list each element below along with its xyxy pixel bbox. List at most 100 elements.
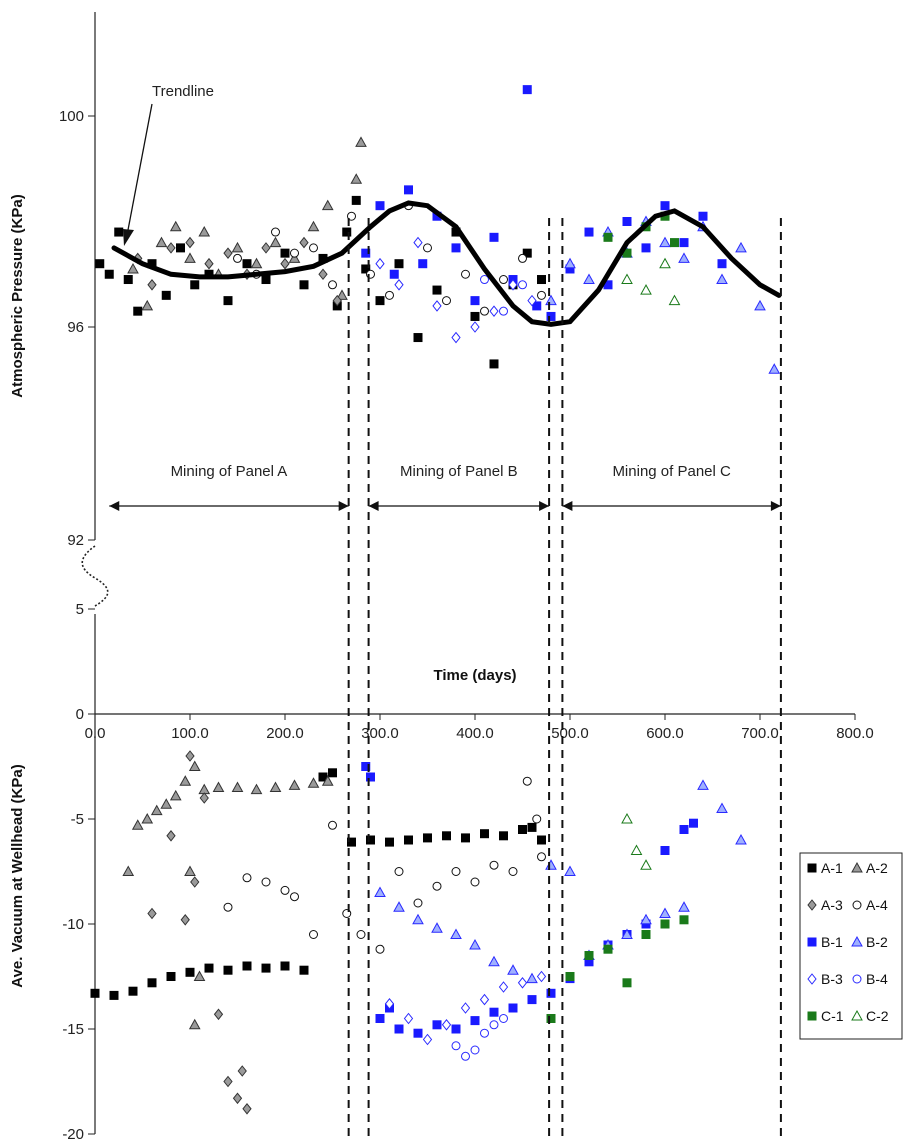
point-top-c-1 <box>670 238 679 248</box>
legend-item-a-1: A-1 <box>807 860 843 876</box>
point-bottom-a-4 <box>280 885 290 895</box>
x-tick: 600.0 <box>646 714 684 742</box>
point-bottom-a-2 <box>231 781 244 792</box>
legend-label: C-2 <box>866 1008 889 1024</box>
point-bottom-c-2 <box>621 812 633 824</box>
point-bottom-a-4 <box>242 873 252 883</box>
point-bottom-b-2 <box>393 901 405 912</box>
x-tick: 300.0 <box>361 714 399 742</box>
svg-text:400.0: 400.0 <box>456 725 494 742</box>
point-bottom-b-3 <box>460 1002 471 1014</box>
point-bottom-b-1 <box>546 988 556 998</box>
point-bottom-a-1 <box>261 963 271 973</box>
point-bottom-a-1 <box>385 837 394 847</box>
point-top-b-3 <box>375 257 385 270</box>
legend-item-b-3: B-3 <box>807 971 843 987</box>
point-bottom-a-1 <box>423 833 432 843</box>
point-bottom-b-2 <box>450 928 462 939</box>
point-bottom-b-2 <box>640 913 652 925</box>
point-top-a-1 <box>351 195 361 205</box>
x-ticks: 0.0 100.0 200.0 300.0 400.0 500.0 600.0 700.0 80… <box>85 714 874 742</box>
point-top-a-1 <box>176 243 185 253</box>
svg-text:800.0: 800.0 <box>836 725 874 742</box>
point-bottom-b-3 <box>403 1012 414 1025</box>
bottom-y-axis-title: Ave. Vacuum at Wellhead (KPa) <box>9 764 26 987</box>
point-top-a-2 <box>321 199 334 211</box>
legend-marker-a-4 <box>852 900 862 910</box>
point-bottom-a-4 <box>328 820 337 830</box>
bottom-y-ticks: 5 0 -5 -10 -15 -20 <box>62 601 95 1143</box>
top-y-tick-96: 96 <box>67 319 95 336</box>
point-bottom-a-2 <box>160 798 173 809</box>
point-top-a-3 <box>261 242 271 254</box>
point-bottom-b-3 <box>422 1033 433 1046</box>
point-top-b-4 <box>499 306 508 316</box>
point-bottom-a-4 <box>470 877 480 887</box>
svg-text:200.0: 200.0 <box>266 725 304 742</box>
x-tick: 400.0 <box>456 714 494 742</box>
bottom-y-tick: -10 <box>62 916 95 933</box>
point-top-b-1 <box>451 243 461 253</box>
point-bottom-a-2 <box>131 819 144 830</box>
point-top-a-3 <box>280 257 290 270</box>
legend-label: A-1 <box>821 860 843 876</box>
x-tick: 0.0 <box>85 714 105 742</box>
bottom-y-tick: 5 <box>76 601 95 618</box>
point-bottom-c-1 <box>565 972 575 981</box>
svg-text:300.0: 300.0 <box>361 725 399 742</box>
point-top-b-2 <box>583 273 595 285</box>
point-top-a-1 <box>489 359 499 369</box>
point-bottom-a-1 <box>223 965 233 975</box>
point-bottom-b-2 <box>412 913 424 925</box>
point-bottom-b-1 <box>432 1020 442 1030</box>
point-top-c-2 <box>668 294 681 306</box>
point-bottom-b-2 <box>469 938 481 950</box>
point-top-a-1 <box>361 264 371 274</box>
point-top-a-2 <box>336 289 348 300</box>
legend-marker-a-1 <box>807 863 817 873</box>
point-top-b-2 <box>678 252 690 263</box>
point-top-b-3 <box>527 294 537 307</box>
point-top-a-4 <box>290 248 299 258</box>
point-bottom-a-4 <box>223 902 233 912</box>
point-bottom-b-3 <box>517 976 528 989</box>
point-bottom-a-3 <box>147 907 157 920</box>
point-bottom-b-1 <box>489 1007 499 1017</box>
legend-marker-a-3 <box>807 899 817 911</box>
point-bottom-b-1 <box>689 818 698 828</box>
point-bottom-c-2 <box>640 859 652 870</box>
point-bottom-a-2 <box>179 775 192 786</box>
point-top-a-1 <box>375 296 385 306</box>
period-arrowhead-left <box>109 501 120 511</box>
point-bottom-a-1 <box>299 965 309 975</box>
top-y-tick-92: 92 <box>67 532 95 549</box>
point-bottom-a-1 <box>109 990 119 1000</box>
point-bottom-b-3 <box>441 1018 452 1031</box>
point-bottom-b-3 <box>498 981 509 993</box>
legend-marker-c-2 <box>851 1009 863 1021</box>
point-bottom-a-1 <box>185 967 195 977</box>
legend-item-b-4: B-4 <box>852 971 888 987</box>
bottom-chart: Ave. Vacuum at Wellhead (KPa) Time (days… <box>9 601 874 1143</box>
point-top-b-3 <box>394 278 404 291</box>
point-top-a-1 <box>114 227 124 237</box>
point-top-b-2 <box>716 273 728 285</box>
period-label: Mining of Panel B <box>400 463 518 480</box>
point-bottom-a-4 <box>508 867 518 876</box>
point-top-b-1 <box>698 211 708 221</box>
point-bottom-c-2 <box>630 844 643 855</box>
point-top-b-1 <box>622 217 632 226</box>
point-bottom-c-1 <box>622 978 632 988</box>
point-top-a-1 <box>190 280 200 290</box>
legend-marker-b-1 <box>807 937 817 947</box>
point-bottom-a-1 <box>90 988 100 998</box>
legend-marker-b-2 <box>851 935 863 947</box>
point-top-b-1 <box>717 259 727 269</box>
point-bottom-a-3 <box>166 829 176 842</box>
point-bottom-a-3 <box>232 1092 243 1105</box>
legend-item-a-2: A-2 <box>851 860 888 876</box>
point-bottom-a-4 <box>290 892 299 902</box>
point-top-b-4 <box>480 275 489 285</box>
point-bottom-a-4 <box>394 867 404 876</box>
point-top-b-3 <box>413 236 423 249</box>
